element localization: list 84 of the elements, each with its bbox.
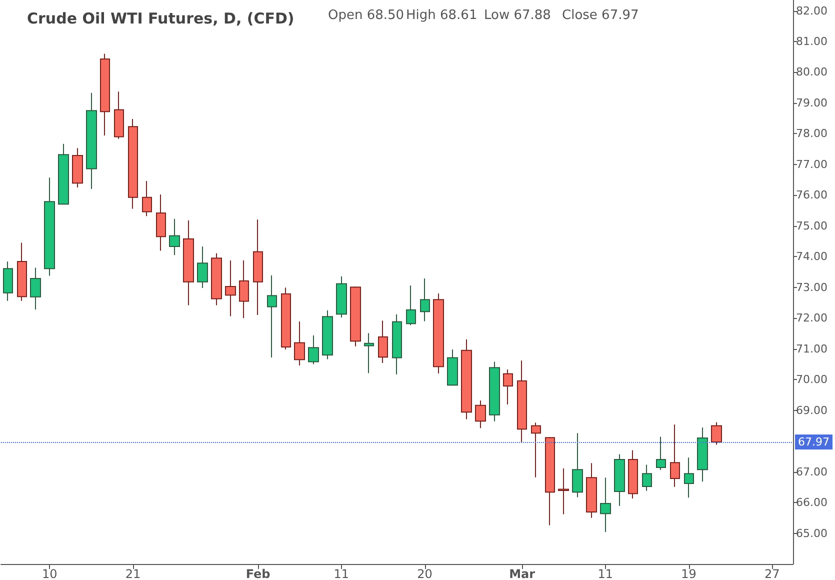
y-tick-label: 66.00 [796,496,828,510]
candlestick [30,267,41,310]
candlestick [86,92,97,190]
candlestick [531,422,541,478]
candlestick [642,464,652,492]
annotation: Close 67.97 [562,8,639,23]
candlestick [72,148,83,188]
candlestick [503,368,513,405]
y-tick-label: 69.00 [796,404,828,417]
x-tick-label: Feb [246,567,271,580]
y-tick-label: 71.00 [796,342,828,356]
y-tick-label: 67.00 [796,465,828,478]
y-tick-label: 65.00 [796,526,828,540]
candlestick [267,274,277,358]
candlestick [392,314,402,375]
candlestick [169,218,180,256]
y-tick-label: 77.00 [796,158,828,171]
candlestick [670,424,680,488]
candlestick [558,468,569,515]
candlestick [211,252,222,306]
y-tick-label: 72.00 [796,312,828,325]
candlestick [545,436,555,526]
x-tick-label: 27 [764,567,780,580]
y-tick-label: 81.00 [796,34,828,48]
y-tick-label: 70.00 [796,373,828,386]
x-tick-label: 11 [334,567,350,580]
candlestick [517,360,527,444]
ref-line-label: 67.97 [798,435,830,448]
candlestick [572,432,583,498]
x-tick-label: 19 [681,567,696,580]
candlestick [447,348,458,386]
candlestick [294,320,305,366]
candlestick [378,320,388,364]
y-tick-label: 75.00 [796,219,828,232]
candlestick [100,53,110,136]
annotation: Open 68.50 [328,8,404,23]
candlestick [364,332,374,374]
y-tick-label: 74.00 [796,250,828,264]
annotation: High 68.61 [406,8,478,23]
candlestick [600,477,611,533]
candlestick [684,457,694,498]
candlestick [156,194,166,252]
candlestick [44,177,55,276]
candlestick [3,261,13,302]
y-tick-label: 79.00 [796,96,828,110]
candlestick [406,285,416,326]
candlestick [628,450,638,500]
candlestick [336,276,347,318]
candlestick [17,242,27,302]
x-tick-label: 10 [42,567,58,580]
x-tick-label: Mar [509,567,536,580]
annotation: Low 67.88 [484,8,551,23]
candlestick [281,287,291,350]
candlestick [711,422,722,446]
y-tick-label: 80.00 [796,66,828,79]
y-tick-label: 76.00 [796,188,828,202]
candlestick [58,143,69,205]
candlestick [183,220,194,306]
candlestick [142,180,152,217]
candlestick [128,118,138,210]
candlestick [114,91,124,140]
candlestick [614,454,625,506]
candlestick [656,436,666,470]
candlestick [697,427,708,482]
candlestick [475,400,486,429]
candlestick [239,260,249,319]
candlestick [350,286,361,347]
candlestick [420,278,430,322]
text: Crude Oil WTI Futures, D, (CFD) [27,10,294,28]
x-tick-label: 20 [417,567,432,580]
candlestick [197,246,208,288]
candlestick [322,310,333,360]
candlestick [586,462,597,518]
candlestick [225,260,236,317]
candlestick [433,293,444,374]
y-tick-label: 73.00 [796,280,828,294]
candlestick [253,218,263,316]
candlestick [308,334,319,365]
x-tick-label: 11 [598,567,614,580]
y-tick-label: 82.00 [796,4,828,18]
x-tick-label: 21 [125,567,141,580]
candlestick [489,361,500,422]
y-tick-label: 78.00 [796,127,828,140]
candlestick [461,338,472,420]
